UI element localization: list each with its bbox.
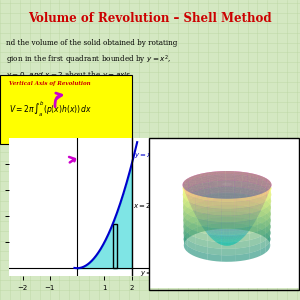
FancyBboxPatch shape bbox=[0, 75, 132, 144]
Text: $x = 2$: $x = 2$ bbox=[133, 201, 152, 210]
Text: $y = 0$, $and$ $x = 2$ about the $y - axis$.: $y = 0$, $and$ $x = 2$ about the $y - ax… bbox=[6, 69, 134, 80]
Text: nd the volume of the solid obtained by rotating: nd the volume of the solid obtained by r… bbox=[6, 39, 177, 47]
Bar bbox=[112, 224, 117, 268]
Text: gion in the first quadrant bounded by $y = x^2$,: gion in the first quadrant bounded by $y… bbox=[6, 54, 171, 67]
Text: $y = 0$: $y = 0$ bbox=[140, 268, 159, 278]
Text: Volume of Revolution – Shell Method: Volume of Revolution – Shell Method bbox=[28, 12, 272, 25]
Text: $y = x^2$: $y = x^2$ bbox=[134, 150, 157, 162]
Text: $V = 2\pi \int_a^b (p(x)h(x))\, dx$: $V = 2\pi \int_a^b (p(x)h(x))\, dx$ bbox=[9, 99, 92, 119]
Text: Vertical Axis of Revolution: Vertical Axis of Revolution bbox=[9, 81, 91, 86]
